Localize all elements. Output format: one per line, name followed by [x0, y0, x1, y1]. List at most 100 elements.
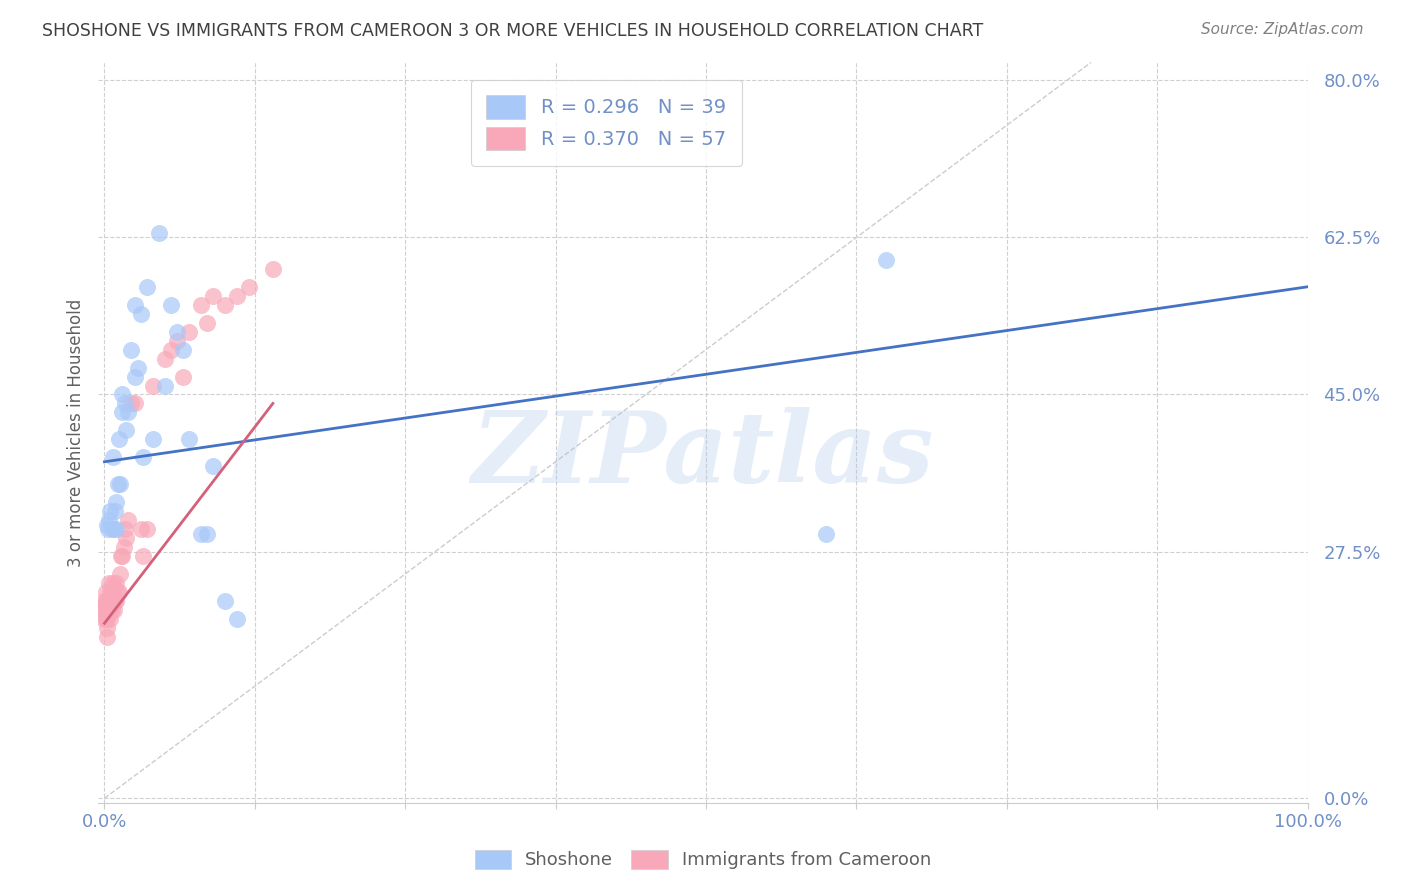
Point — [120, 396, 142, 410]
Point — [115, 423, 138, 437]
Point — [98, 603, 121, 617]
Point — [153, 351, 176, 366]
Point — [108, 566, 131, 581]
Point — [111, 549, 134, 563]
Point — [124, 369, 146, 384]
Point — [225, 612, 247, 626]
Point — [108, 433, 131, 447]
Point — [129, 307, 152, 321]
Text: ZIPatlas: ZIPatlas — [472, 407, 934, 503]
Point — [101, 576, 124, 591]
Point — [105, 594, 128, 608]
Point — [93, 594, 115, 608]
Point — [94, 585, 117, 599]
Point — [94, 599, 117, 613]
Point — [100, 585, 122, 599]
Point — [105, 495, 128, 509]
Point — [98, 594, 121, 608]
Point — [103, 603, 125, 617]
Point — [96, 630, 118, 644]
Point — [97, 603, 120, 617]
Point — [177, 433, 200, 447]
Point — [148, 226, 170, 240]
Point — [195, 526, 218, 541]
Point — [103, 581, 125, 595]
Point — [159, 298, 181, 312]
Point — [132, 549, 155, 563]
Point — [100, 585, 122, 599]
Text: Source: ZipAtlas.com: Source: ZipAtlas.com — [1201, 22, 1364, 37]
Point — [105, 522, 128, 536]
Point — [94, 594, 117, 608]
Point — [93, 599, 115, 613]
Point — [875, 252, 897, 267]
Point — [96, 612, 118, 626]
Point — [117, 513, 139, 527]
Point — [98, 576, 121, 591]
Point — [120, 343, 142, 357]
Point — [201, 289, 224, 303]
Point — [238, 280, 260, 294]
Point — [124, 298, 146, 312]
Point — [108, 477, 131, 491]
Point — [135, 280, 157, 294]
Point — [214, 298, 236, 312]
Point — [201, 459, 224, 474]
Point — [190, 526, 212, 541]
Legend: Shoshone, Immigrants from Cameroon: Shoshone, Immigrants from Cameroon — [465, 841, 941, 879]
Point — [105, 576, 128, 591]
Point — [107, 585, 129, 599]
Point — [142, 378, 165, 392]
Point — [117, 405, 139, 419]
Point — [97, 599, 120, 613]
Point — [112, 540, 135, 554]
Point — [93, 603, 115, 617]
Point — [135, 522, 157, 536]
Point — [195, 316, 218, 330]
Legend: R = 0.296   N = 39, R = 0.370   N = 57: R = 0.296 N = 39, R = 0.370 N = 57 — [471, 79, 741, 166]
Text: SHOSHONE VS IMMIGRANTS FROM CAMEROON 3 OR MORE VEHICLES IN HOUSEHOLD CORRELATION: SHOSHONE VS IMMIGRANTS FROM CAMEROON 3 O… — [42, 22, 983, 40]
Point — [111, 387, 134, 401]
Point — [815, 526, 838, 541]
Point — [100, 603, 122, 617]
Point — [110, 549, 132, 563]
Point — [100, 504, 122, 518]
Point — [127, 360, 149, 375]
Point — [107, 477, 129, 491]
Point — [177, 325, 200, 339]
Point — [98, 513, 121, 527]
Point — [96, 621, 118, 635]
Point — [108, 585, 131, 599]
Point — [129, 522, 152, 536]
Point — [111, 405, 134, 419]
Point — [172, 369, 194, 384]
Point — [103, 522, 125, 536]
Point — [93, 612, 115, 626]
Point — [100, 612, 122, 626]
Point — [132, 450, 155, 465]
Point — [142, 433, 165, 447]
Point — [262, 261, 284, 276]
Point — [97, 594, 120, 608]
Point — [225, 289, 247, 303]
Point — [115, 531, 138, 545]
Point — [153, 378, 176, 392]
Point — [159, 343, 181, 357]
Y-axis label: 3 or more Vehicles in Household: 3 or more Vehicles in Household — [66, 299, 84, 566]
Point — [214, 594, 236, 608]
Point — [104, 504, 127, 518]
Point — [97, 522, 120, 536]
Point — [94, 612, 117, 626]
Point — [101, 594, 124, 608]
Point — [96, 599, 118, 613]
Point — [96, 517, 118, 532]
Point — [94, 603, 117, 617]
Point — [166, 334, 188, 348]
Point — [114, 522, 136, 536]
Point — [114, 396, 136, 410]
Point — [172, 343, 194, 357]
Point — [124, 396, 146, 410]
Point — [190, 298, 212, 312]
Point — [166, 325, 188, 339]
Point — [101, 450, 124, 465]
